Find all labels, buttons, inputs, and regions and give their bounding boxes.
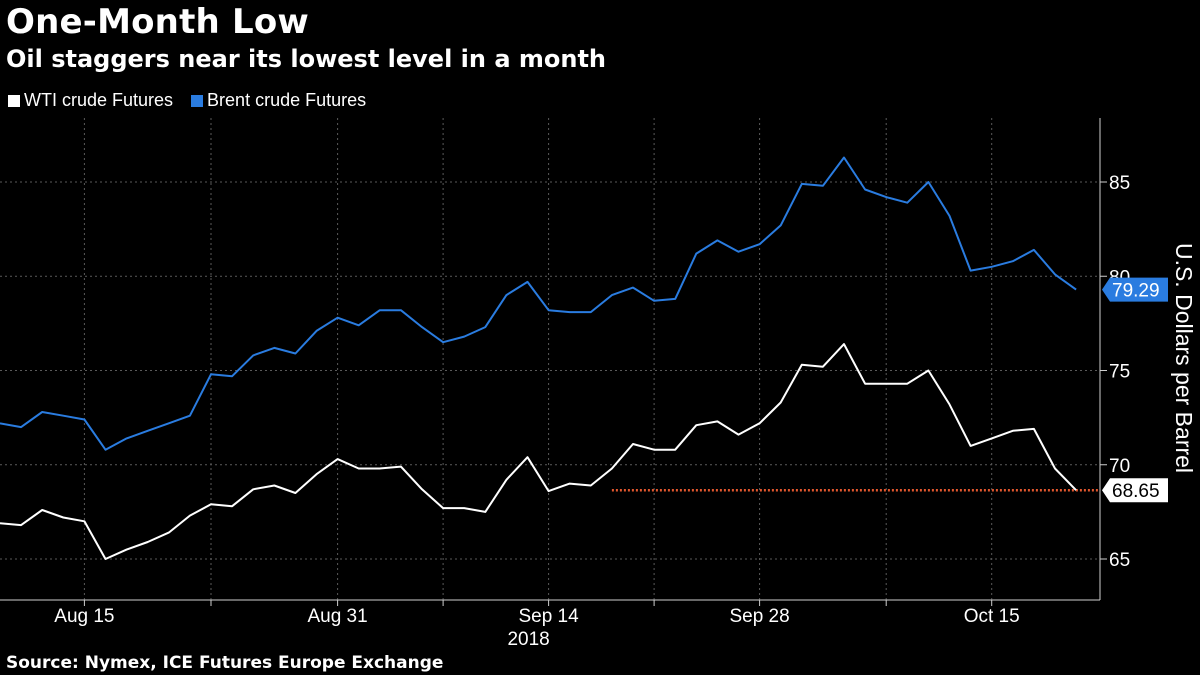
y-axis-label: U.S. Dollars per Barrel <box>1171 243 1197 473</box>
legend-item-wti: WTI crude Futures <box>8 90 173 111</box>
legend-label-wti: WTI crude Futures <box>24 90 174 110</box>
chart-title: One-Month Low <box>6 2 310 42</box>
chart-subtitle: Oil staggers near its lowest level in a … <box>6 45 607 73</box>
legend: WTI crude Futures Brent crude Futures <box>8 90 366 111</box>
legend-item-brent: Brent crude Futures <box>191 90 366 111</box>
end-badge-wti <box>1102 478 1168 503</box>
x-tick-label: Aug 31 <box>307 606 367 627</box>
end-label-wti: 68.65 <box>1112 481 1160 502</box>
source-note: Source: Nymex, ICE Futures Europe Exchan… <box>6 653 444 673</box>
x-tick-label: Sep 28 <box>729 606 789 627</box>
end-badge-brent <box>1102 277 1168 302</box>
x-tick-label: Aug 15 <box>54 606 114 627</box>
series-line-brent <box>0 156 1077 451</box>
y-tick-label: 65 <box>1109 550 1130 571</box>
legend-swatch-wti <box>8 94 20 107</box>
y-tick-label: 85 <box>1109 173 1130 194</box>
x-year-label: 2018 <box>507 629 549 650</box>
y-tick-label: 75 <box>1109 362 1130 383</box>
series-line-wti <box>0 343 1077 560</box>
x-tick-label: Oct 15 <box>964 606 1020 627</box>
x-tick-label: Sep 14 <box>518 606 579 627</box>
y-tick-label: 70 <box>1109 456 1130 477</box>
legend-label-brent: Brent crude Futures <box>207 90 367 110</box>
legend-swatch-brent <box>191 94 204 107</box>
end-label-brent: 79.29 <box>1112 281 1160 302</box>
